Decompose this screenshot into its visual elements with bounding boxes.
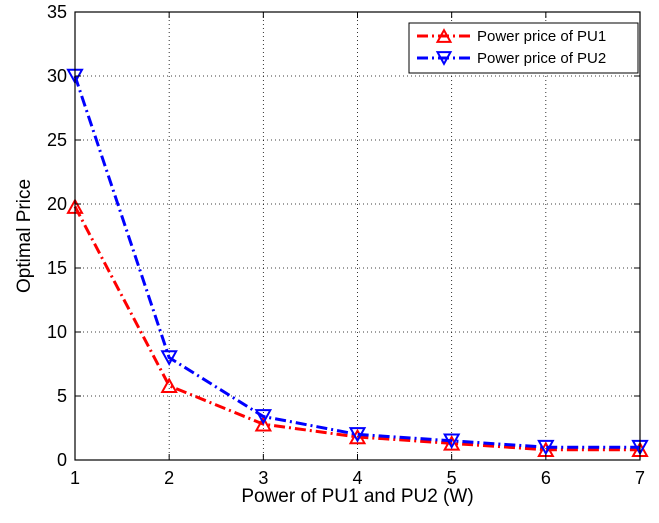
x-tick-label: 1 (70, 468, 80, 488)
legend-label: Power price of PU1 (477, 28, 606, 45)
y-tick-label: 0 (57, 450, 67, 470)
x-tick-label: 3 (258, 468, 268, 488)
x-tick-label: 5 (447, 468, 457, 488)
y-tick-label: 30 (47, 66, 67, 86)
series-2-point (160, 350, 178, 366)
legend-item-2: Power price of PU2 (417, 50, 606, 67)
series-2 (66, 68, 649, 456)
y-axis-label: Optimal Price (14, 179, 35, 293)
x-tick-label: 2 (164, 468, 174, 488)
series-1-point (160, 377, 178, 394)
series-1-point (442, 435, 461, 451)
y-tick-label: 35 (47, 2, 67, 22)
series-layer (66, 68, 649, 458)
series-1-line (73, 205, 640, 452)
series-1-point (254, 415, 273, 432)
series-2-point (348, 427, 367, 443)
grid-layer (74, 11, 641, 461)
series-2-point (442, 433, 461, 450)
legend-item-1: Power price of PU1 (417, 28, 606, 45)
y-tick-label: 20 (47, 194, 67, 214)
x-axis-label: Power of PU1 and PU2 (W) (241, 486, 473, 507)
series-2-point (254, 409, 273, 425)
legend-box (408, 22, 639, 74)
series-2-line (73, 75, 640, 449)
legend-marker (435, 28, 453, 43)
tick-layer: 1 2 3 4 5 6 7 0 5 10 15 20 25 30 35 (47, 2, 645, 488)
y-tick-label: 25 (47, 130, 67, 150)
legend-label: Power price of PU2 (477, 50, 606, 67)
x-tick-label: 7 (635, 468, 645, 488)
y-tick-label: 5 (57, 386, 67, 406)
legend-marker (435, 51, 453, 66)
y-tick-label: 15 (47, 258, 67, 278)
y-tick-label: 10 (47, 322, 67, 342)
legend: Power price of PU1 Power price of PU2 (408, 22, 639, 74)
series-2-point (537, 439, 555, 456)
x-tick-label: 6 (541, 468, 551, 488)
series-1-point (348, 428, 367, 445)
x-tick-label: 4 (352, 468, 362, 488)
